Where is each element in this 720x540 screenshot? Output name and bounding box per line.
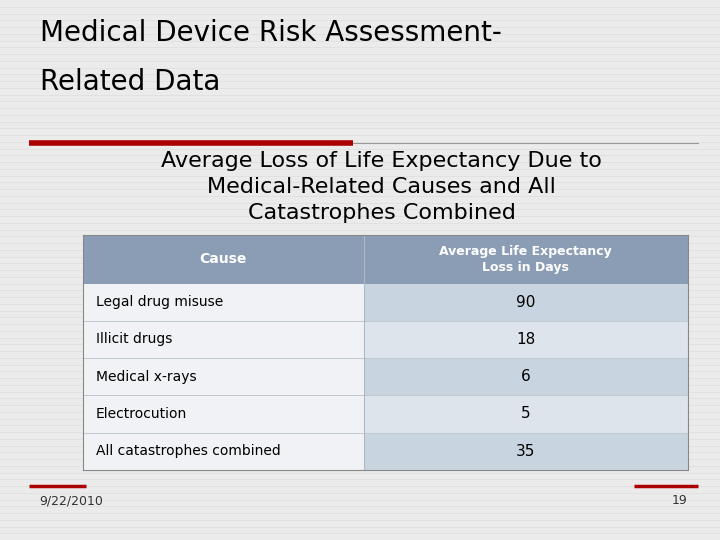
Text: 35: 35 (516, 444, 535, 458)
Text: 6: 6 (521, 369, 531, 384)
Text: 5: 5 (521, 407, 531, 421)
FancyBboxPatch shape (364, 284, 688, 321)
Text: Medical x-rays: Medical x-rays (96, 370, 197, 383)
Text: Medical-Related Causes and All: Medical-Related Causes and All (207, 177, 556, 197)
Text: Cause: Cause (199, 252, 247, 266)
Text: Illicit drugs: Illicit drugs (96, 333, 172, 346)
FancyBboxPatch shape (83, 395, 364, 433)
Text: Average Loss of Life Expectancy Due to: Average Loss of Life Expectancy Due to (161, 151, 602, 171)
FancyBboxPatch shape (364, 433, 688, 470)
FancyBboxPatch shape (83, 433, 364, 470)
FancyBboxPatch shape (364, 358, 688, 395)
Text: 90: 90 (516, 295, 535, 309)
FancyBboxPatch shape (83, 358, 364, 395)
Text: Medical Device Risk Assessment-: Medical Device Risk Assessment- (40, 19, 501, 47)
Text: 18: 18 (516, 332, 535, 347)
Text: Average Life Expectancy
Loss in Days: Average Life Expectancy Loss in Days (439, 245, 612, 274)
Text: 19: 19 (672, 494, 688, 507)
FancyBboxPatch shape (83, 235, 688, 284)
Text: Electrocution: Electrocution (96, 407, 187, 421)
Text: Catastrophes Combined: Catastrophes Combined (248, 203, 516, 223)
Text: Legal drug misuse: Legal drug misuse (96, 295, 223, 309)
FancyBboxPatch shape (83, 284, 364, 321)
Text: Related Data: Related Data (40, 68, 220, 96)
FancyBboxPatch shape (364, 321, 688, 358)
FancyBboxPatch shape (364, 395, 688, 433)
FancyBboxPatch shape (83, 321, 364, 358)
Text: 9/22/2010: 9/22/2010 (40, 494, 104, 507)
Text: All catastrophes combined: All catastrophes combined (96, 444, 281, 458)
